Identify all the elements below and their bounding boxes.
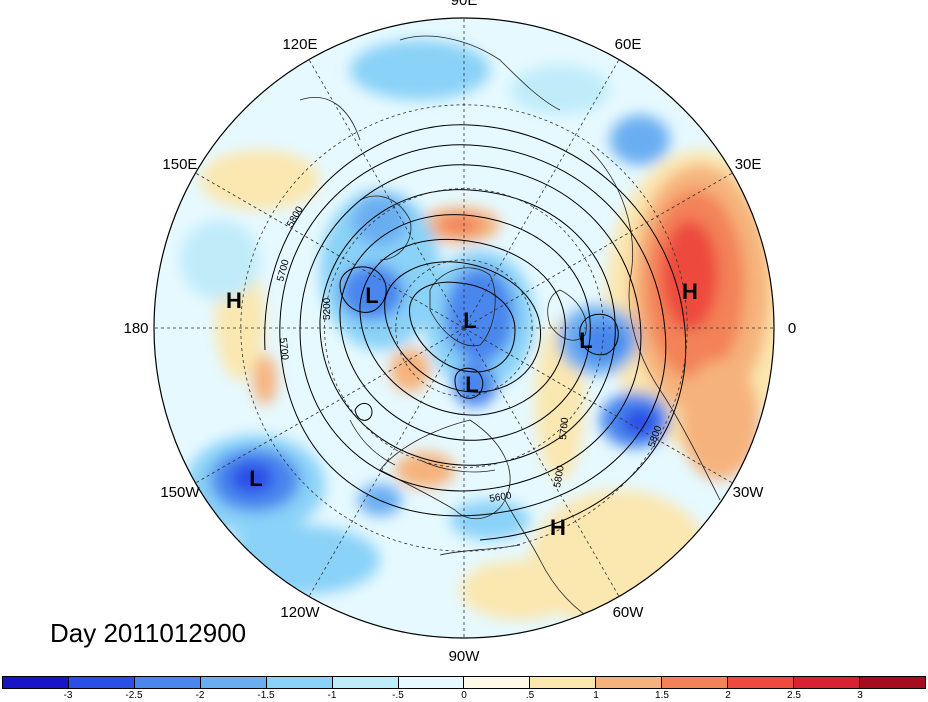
meridian-line <box>195 327 465 484</box>
colorbar-swatch <box>859 677 925 688</box>
colorbar-tick-label: -3 <box>63 690 73 701</box>
low-center: L <box>579 328 592 353</box>
colorbar-tick-label: -.5 <box>392 690 404 701</box>
colorbar-swatch <box>794 677 860 688</box>
colorbar-swatch <box>662 677 729 688</box>
colorbar-swatch <box>134 677 201 688</box>
height-contours <box>264 124 687 541</box>
meridian-line <box>463 327 620 597</box>
longitude-labels: 90E 60E 30E 0 30W 60W 90W 120W 150W 180 150E 120E <box>123 0 796 665</box>
low-center: L <box>365 283 378 308</box>
meridian-line <box>463 327 733 484</box>
coastlines <box>299 35 721 626</box>
low-center: L <box>465 372 478 397</box>
longitude-label: 90W <box>449 648 481 665</box>
colorbar-tick-label: -1.5 <box>257 690 275 701</box>
colorbar-swatch <box>332 677 399 688</box>
colorbar-ticks: -3 -2.5 -2 -1.5 -1 -.5 0 .5 1 1.5 2 2.5 3 <box>2 690 926 702</box>
colorbar-tick-label: 0 <box>461 690 467 701</box>
anomaly-field <box>154 18 774 638</box>
meridian-line <box>308 327 465 597</box>
longitude-label: 120W <box>280 604 320 621</box>
colorbar-swatch <box>728 677 795 688</box>
low-center: L <box>463 308 476 333</box>
meridian-line <box>463 172 733 329</box>
contour-label: 5600 <box>489 490 513 505</box>
colorbar-swatch <box>530 677 597 688</box>
graticule <box>154 18 774 638</box>
longitude-label: 60W <box>613 604 645 621</box>
longitude-label: 90E <box>451 0 478 9</box>
colorbar-swatch <box>68 677 135 688</box>
contour-label: 5200 <box>322 297 333 320</box>
contour-label: 5800 <box>552 464 567 488</box>
contour-labels: 5800 5700 5700 5200 5700 5800 5600 5800 <box>275 204 664 505</box>
colorbar-tick-label: -2.5 <box>125 690 143 701</box>
pressure-centers: H H H L L L L L <box>226 279 698 540</box>
low-center: L <box>249 466 262 491</box>
longitude-label: 60E <box>615 36 642 53</box>
colorbar-swatch <box>398 677 465 688</box>
colorbar-swatch <box>266 677 333 688</box>
contour-label: 5700 <box>277 337 290 361</box>
meridian-line <box>195 172 465 329</box>
map-title: Day 2011012900 <box>50 618 247 648</box>
colorbar-swatch <box>464 677 531 688</box>
colorbar-swatch <box>200 677 267 688</box>
colorbar-tick-label: 1 <box>593 690 599 701</box>
colorbar-tick-label: .5 <box>525 690 535 701</box>
longitude-label: 180 <box>123 320 148 337</box>
colorbar <box>2 676 926 689</box>
colorbar-swatch <box>596 677 663 688</box>
meridian-line <box>308 59 465 329</box>
contour-label: 5700 <box>558 417 571 441</box>
longitude-label: 150E <box>162 156 197 173</box>
high-center: H <box>682 279 698 304</box>
map-boundary <box>153 17 775 639</box>
colorbar-tick-label: 3 <box>857 690 863 701</box>
colorbar-swatch <box>3 677 69 688</box>
high-center: H <box>226 288 242 313</box>
colorbar-tick-label: 1.5 <box>655 690 669 701</box>
colorbar-tick-label: -1 <box>327 690 337 701</box>
longitude-label: 30W <box>733 484 765 501</box>
longitude-label: 150W <box>160 484 200 501</box>
longitude-label: 30E <box>735 156 762 173</box>
colorbar-tick-label: -2 <box>195 690 205 701</box>
colorbar-tick-label: 2.5 <box>787 690 801 701</box>
high-center: H <box>550 515 566 540</box>
colorbar-tick-label: 2 <box>725 690 731 701</box>
meridian-line <box>463 59 620 329</box>
longitude-label: 120E <box>282 36 317 53</box>
longitude-label: 0 <box>788 320 796 337</box>
